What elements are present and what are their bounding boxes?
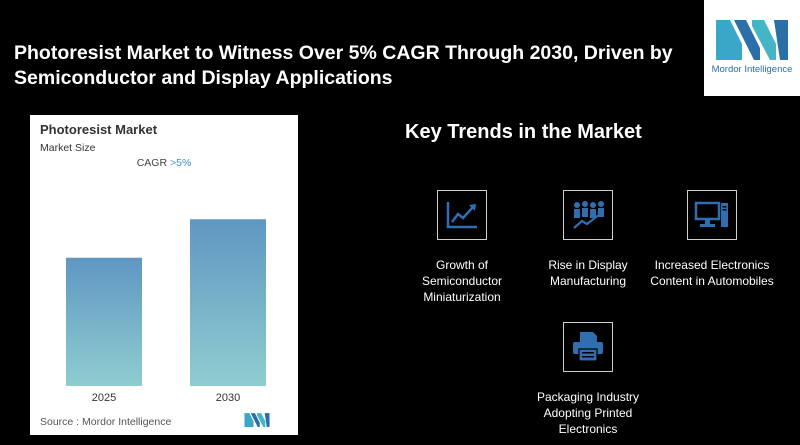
x-tick-label: 2030 [216, 392, 240, 404]
trend-packaging: Packaging Industry Adopting Printed Elec… [523, 322, 653, 437]
people-arrow-icon [573, 201, 604, 229]
bar-chart: 2025 2030 [66, 219, 266, 404]
chart-card: Photoresist Market Market Size CAGR >5% … [30, 115, 298, 435]
trend-icon-frame [563, 190, 613, 240]
mordor-mini-logo-icon [244, 413, 270, 427]
trend-label: Packaging Industry Adopting Printed Elec… [536, 390, 640, 436]
chart-source: Source : Mordor Intelligence [40, 416, 172, 428]
cagr-value: >5% [169, 157, 192, 169]
mordor-logo-icon [716, 20, 788, 60]
growth-chart-icon [446, 202, 477, 229]
trend-icon-frame [563, 322, 613, 372]
trend-icon-frame [437, 190, 487, 240]
page-headline: Photoresist Market to Witness Over 5% CA… [14, 42, 673, 89]
chart-title: Photoresist Market [40, 122, 158, 137]
trend-label: Increased Electronics Content in Automob… [650, 258, 774, 288]
trends-title: Key Trends in the Market [405, 121, 642, 143]
trend-label: Growth of Semiconductor Miniaturization [421, 258, 503, 304]
bar-2025 [66, 257, 142, 386]
logo-text: Mordor Intelligence [711, 64, 793, 75]
x-tick-label: 2025 [92, 392, 116, 404]
mordor-logo: Mordor Intelligence [704, 0, 800, 96]
trend-icon-frame [687, 190, 737, 240]
trend-semiconductor: Growth of Semiconductor Miniaturization [397, 190, 527, 305]
bar-2030 [190, 219, 266, 386]
computer-icon [694, 201, 728, 227]
trend-electronics: Increased Electronics Content in Automob… [647, 190, 777, 289]
cagr-annotation: CAGR >5% [30, 157, 298, 169]
trend-label: Rise in Display Manufacturing [548, 258, 628, 288]
cagr-label: CAGR [136, 157, 168, 169]
printer-icon [573, 332, 603, 362]
chart-subtitle: Market Size [40, 142, 96, 154]
trend-display: Rise in Display Manufacturing [523, 190, 653, 289]
